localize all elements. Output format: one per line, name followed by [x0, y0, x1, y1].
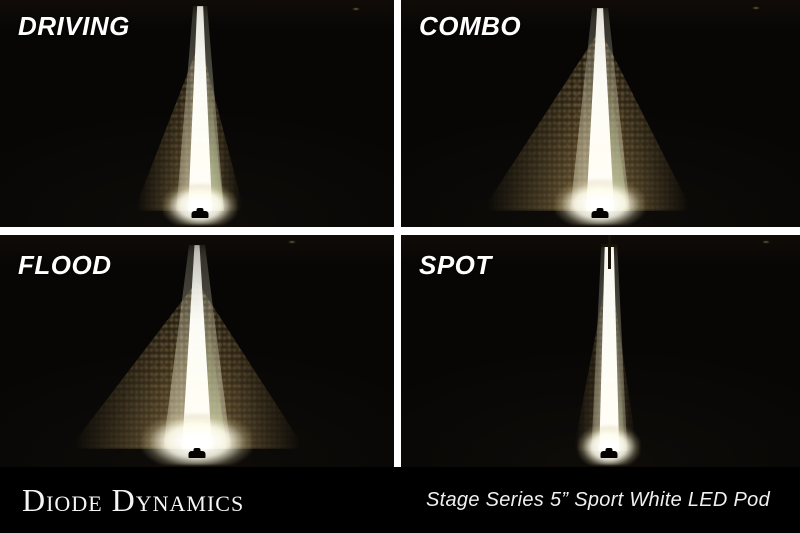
panel-combo: COMBO: [401, 0, 800, 227]
panel-spot: SPOT: [401, 235, 800, 467]
beam-source-glow: [555, 179, 646, 225]
product-name: Stage Series 5” Sport White LED Pod: [426, 489, 770, 511]
pod-silhouette: [191, 208, 209, 218]
beam-source-glow: [163, 183, 238, 225]
distant-light-speck: [288, 241, 296, 243]
light-beam: [599, 245, 619, 451]
brand-wordmark: Diode Dynamics: [22, 482, 245, 518]
pod-silhouette: [591, 208, 609, 218]
pod-silhouette: [188, 448, 206, 458]
distant-light-speck: [752, 7, 760, 9]
panel-driving: DRIVING: [0, 0, 394, 227]
utility-pole-silhouette: [602, 235, 617, 269]
caption-bar: Diode Dynamics Stage Series 5” Sport Whi…: [0, 467, 800, 533]
panel-label-flood: FLOOD: [18, 250, 112, 280]
pod-silhouette: [600, 448, 618, 458]
distant-light-speck: [352, 8, 360, 10]
panel-label-spot: SPOT: [419, 250, 492, 280]
panel-label-driving: DRIVING: [18, 11, 130, 41]
beam-source-glow: [578, 425, 641, 465]
panel-label-combo: COMBO: [419, 11, 522, 41]
distant-light-speck: [762, 241, 770, 243]
photo-grid: DRIVING COMBO FLOOD: [0, 0, 800, 467]
panel-flood: FLOOD: [0, 235, 394, 467]
